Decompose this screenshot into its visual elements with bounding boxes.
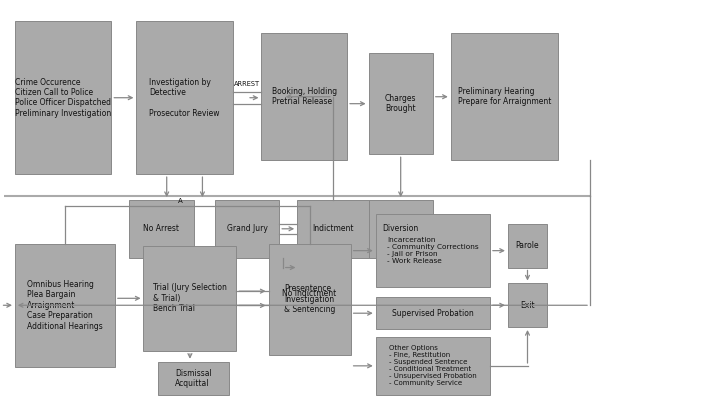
FancyBboxPatch shape <box>261 33 347 160</box>
FancyBboxPatch shape <box>508 284 547 327</box>
Text: Other Options
- Fine, Restitution
- Suspended Sentence
- Conditional Treatment
-: Other Options - Fine, Restitution - Susp… <box>389 345 477 386</box>
Text: Supervised Probation: Supervised Probation <box>392 309 474 318</box>
Text: Omnibus Hearing
Plea Bargain
Arraignment
Case Preparation
Additional Hearings: Omnibus Hearing Plea Bargain Arraignment… <box>27 280 103 330</box>
Text: Indictment: Indictment <box>312 224 354 233</box>
Text: Parole: Parole <box>516 241 539 250</box>
FancyBboxPatch shape <box>376 214 490 287</box>
Text: No Indictment: No Indictment <box>282 289 337 298</box>
FancyBboxPatch shape <box>15 244 115 367</box>
FancyBboxPatch shape <box>376 337 490 395</box>
FancyBboxPatch shape <box>272 268 347 319</box>
FancyBboxPatch shape <box>129 200 194 258</box>
FancyBboxPatch shape <box>158 362 229 396</box>
Text: Grand Jury: Grand Jury <box>227 224 268 233</box>
Text: A: A <box>178 198 182 204</box>
Text: Charges
Brought: Charges Brought <box>385 94 416 113</box>
Text: Presentence
Investigation
& Sentencing: Presentence Investigation & Sentencing <box>284 284 336 314</box>
FancyBboxPatch shape <box>297 200 369 258</box>
Text: Trial (Jury Selection
& Trial)
Bench Trial: Trial (Jury Selection & Trial) Bench Tri… <box>153 284 227 313</box>
Text: Preliminary Hearing
Prepare for Arraignment: Preliminary Hearing Prepare for Arraignm… <box>458 87 551 106</box>
FancyBboxPatch shape <box>369 200 433 258</box>
FancyBboxPatch shape <box>136 21 233 174</box>
Text: Diversion: Diversion <box>382 224 419 233</box>
Text: Investigation by
Detective

Prosecutor Review: Investigation by Detective Prosecutor Re… <box>149 78 220 118</box>
Text: Dismissal
Acquittal: Dismissal Acquittal <box>175 369 212 388</box>
FancyBboxPatch shape <box>269 244 351 355</box>
FancyBboxPatch shape <box>369 53 433 154</box>
FancyBboxPatch shape <box>508 224 547 268</box>
Text: Exit: Exit <box>520 301 535 310</box>
FancyBboxPatch shape <box>143 246 236 351</box>
FancyBboxPatch shape <box>15 21 112 174</box>
Text: ARREST: ARREST <box>234 81 260 87</box>
FancyBboxPatch shape <box>451 33 558 160</box>
FancyBboxPatch shape <box>215 200 279 258</box>
Text: Incarceration
- Community Corrections
- Jail or Prison
- Work Release: Incarceration - Community Corrections - … <box>387 237 479 264</box>
Text: Crime Occurence
Citizen Call to Police
Police Officer Dispatched
Preliminary Inv: Crime Occurence Citizen Call to Police P… <box>15 78 112 118</box>
Text: No Arrest: No Arrest <box>143 224 179 233</box>
FancyBboxPatch shape <box>376 297 490 329</box>
Text: Booking, Holding
Pretrial Release: Booking, Holding Pretrial Release <box>271 87 337 106</box>
